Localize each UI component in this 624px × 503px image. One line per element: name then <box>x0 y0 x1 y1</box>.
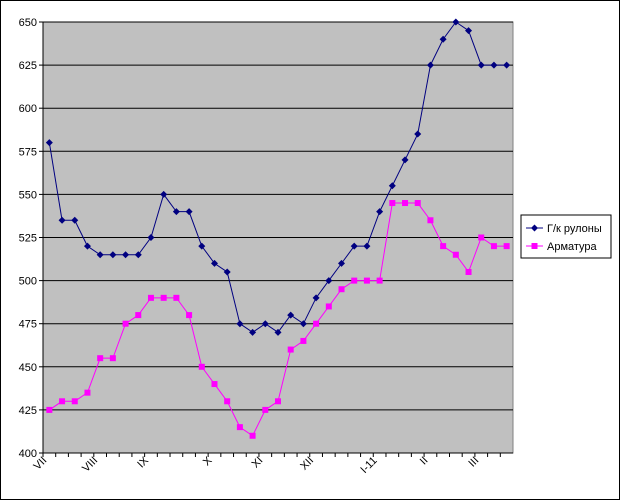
marker <box>83 242 91 250</box>
y-tick-label: 475 <box>19 319 37 331</box>
marker <box>490 243 497 250</box>
marker <box>147 234 155 241</box>
marker <box>262 406 269 413</box>
marker <box>97 355 104 362</box>
marker <box>172 208 180 216</box>
y-tick-label: 625 <box>19 60 37 72</box>
marker <box>198 242 206 250</box>
marker <box>350 242 358 250</box>
marker <box>275 398 281 405</box>
marker <box>477 61 485 69</box>
marker <box>313 320 320 327</box>
marker <box>147 294 154 301</box>
marker <box>236 320 244 328</box>
marker <box>58 216 66 224</box>
marker <box>478 234 485 241</box>
marker <box>325 277 333 285</box>
marker <box>452 251 459 258</box>
marker <box>261 320 269 328</box>
marker <box>71 216 79 224</box>
marker <box>440 243 447 250</box>
marker <box>211 381 218 388</box>
marker <box>173 294 180 301</box>
y-tick-label: 500 <box>19 276 37 288</box>
marker <box>287 346 294 353</box>
marker <box>401 156 409 164</box>
marker <box>249 328 257 336</box>
marker <box>503 243 510 250</box>
marker <box>46 406 53 413</box>
marker <box>388 182 396 190</box>
marker <box>185 208 193 216</box>
marker <box>465 268 472 275</box>
marker <box>135 312 142 319</box>
marker <box>402 200 409 207</box>
marker <box>312 294 320 302</box>
y-tick-label: 550 <box>19 189 37 201</box>
marker <box>299 320 307 328</box>
legend-marker <box>531 224 538 232</box>
marker <box>490 61 498 69</box>
marker <box>84 389 91 396</box>
y-tick-label: 575 <box>19 146 37 158</box>
marker <box>71 398 78 405</box>
marker <box>414 130 422 138</box>
y-tick-label: 650 <box>19 17 37 29</box>
marker <box>160 190 168 198</box>
marker <box>338 259 346 267</box>
marker <box>236 424 243 431</box>
marker <box>414 200 421 207</box>
marker <box>427 217 434 224</box>
marker <box>363 242 371 250</box>
marker <box>45 139 53 147</box>
marker <box>122 251 130 259</box>
marker <box>96 251 104 259</box>
marker <box>274 328 282 336</box>
marker <box>452 18 460 26</box>
marker <box>376 208 384 216</box>
legend-label: Арматура <box>547 241 598 253</box>
marker <box>249 432 256 439</box>
marker <box>338 286 345 293</box>
marker <box>287 311 295 319</box>
marker <box>351 277 358 284</box>
marker <box>109 251 117 259</box>
marker <box>224 398 231 405</box>
y-tick-label: 400 <box>19 448 37 460</box>
marker <box>426 61 434 69</box>
marker <box>503 61 511 69</box>
marker <box>376 277 383 284</box>
marker <box>325 303 332 310</box>
marker <box>198 363 205 370</box>
legend-marker <box>531 243 538 249</box>
marker <box>300 337 307 344</box>
y-tick-label: 425 <box>19 405 37 417</box>
marker <box>210 259 218 267</box>
marker <box>465 27 473 35</box>
marker <box>160 294 167 301</box>
marker <box>122 320 129 327</box>
marker <box>186 312 193 319</box>
legend-box <box>520 214 612 259</box>
marker <box>223 268 231 276</box>
marker <box>59 398 66 405</box>
legend-label: Г/к рулоны <box>547 223 602 235</box>
marker <box>134 251 142 259</box>
y-tick-label: 600 <box>19 103 37 115</box>
y-tick-label: 525 <box>19 233 37 245</box>
y-tick-label: 450 <box>19 362 37 374</box>
marker <box>109 355 116 362</box>
marker <box>363 277 370 284</box>
marker <box>439 35 447 43</box>
marker <box>389 200 396 207</box>
